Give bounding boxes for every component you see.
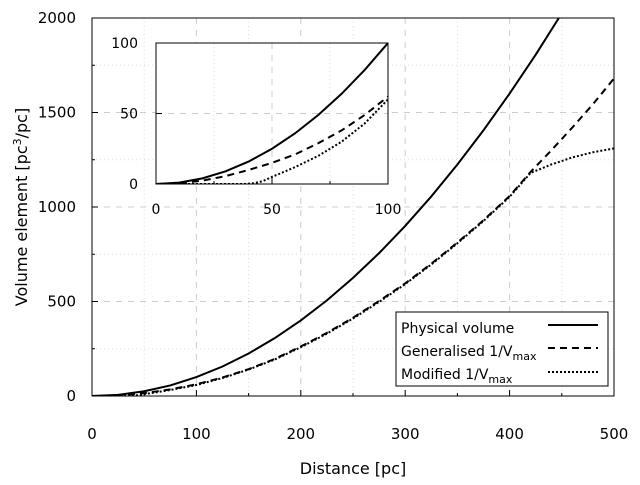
main-y-tick-label: 1000	[38, 198, 76, 216]
main-series-line-modified	[92, 147, 614, 396]
main-series-line-physical	[92, 18, 561, 396]
inset-x-tick-label: 100	[375, 202, 402, 218]
inset-y-tick-label: 100	[111, 36, 138, 52]
inset-x-tick-label: 50	[263, 202, 281, 218]
legend-label-physical: Physical volume	[401, 321, 514, 337]
legend-label-modified-main: Modified 1/V	[401, 367, 489, 383]
inset-series-line-modified	[156, 98, 388, 184]
main-y-tick-label: 1500	[38, 104, 76, 122]
legend-label-modified-sub: max	[488, 373, 512, 386]
inset-y-tick-label: 50	[120, 107, 138, 123]
y-axis-label-sup: 3	[11, 138, 24, 145]
main-series	[92, 18, 614, 396]
inset-series-line-generalised	[156, 95, 388, 184]
inset-x-tick-label: 0	[152, 202, 161, 218]
legend-label-generalised-main: Generalised 1/V	[401, 344, 513, 360]
inset-tick-labels: 0 50 100 0 50 100	[111, 36, 401, 218]
y-axis-label-tail: /pc]	[12, 108, 31, 139]
legend-label-physical-main: Physical volume	[401, 321, 514, 337]
main-y-tick-label: 500	[47, 293, 76, 311]
main-x-tick-label: 200	[286, 425, 315, 443]
inset-grid	[156, 43, 388, 184]
main-y-tick-label: 2000	[38, 9, 76, 27]
y-axis-label-main: Volume element [pc	[12, 145, 31, 306]
y-axis-label: Volume element [pc3/pc]	[11, 108, 31, 306]
legend: Physical volume Generalised 1/Vmax Modif…	[395, 311, 609, 387]
main-x-tick-label: 100	[182, 425, 211, 443]
inset-series-line-physical	[156, 43, 388, 184]
inset-y-tick-label: 0	[129, 177, 138, 193]
inset-series	[156, 43, 388, 184]
legend-label-generalised: Generalised 1/Vmax	[401, 344, 537, 363]
main-plot-frame	[91, 17, 615, 397]
main-x-tick-label: 300	[391, 425, 420, 443]
main-x-tick-label: 0	[87, 425, 97, 443]
legend-label-modified: Modified 1/Vmax	[401, 367, 513, 386]
inset-plot-frame	[155, 42, 389, 185]
x-axis-label: Distance [pc]	[300, 459, 406, 478]
main-x-tick-label: 400	[495, 425, 524, 443]
main-x-tick-label: 500	[600, 425, 629, 443]
legend-label-generalised-sub: max	[513, 350, 537, 363]
main-y-tick-label: 0	[66, 387, 76, 405]
